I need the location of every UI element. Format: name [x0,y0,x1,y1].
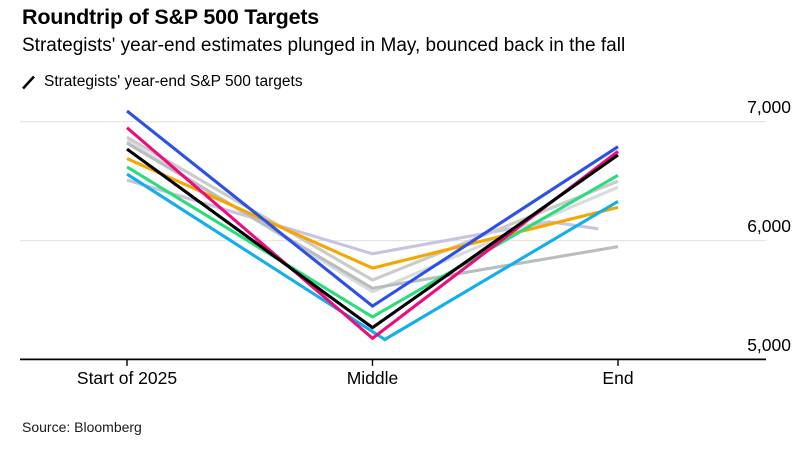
series-line-strategist-orange [126,157,619,270]
legend-series-label: Strategists' year-end S&P 500 targets [44,73,303,90]
y-axis-tick-label: 5,000 [747,335,791,355]
source-caption: Source: Bloomberg [22,419,142,435]
series-line-strategist-green [126,165,619,319]
x-axis-tick-label: Start of 2025 [77,368,177,388]
series-line-strategist-silver [126,141,619,290]
x-axis-tick-label: End [602,368,633,388]
line-slash-icon [22,75,36,90]
y-axis-tick-label: 6,000 [747,216,791,236]
chart-subtitle: Strategists' year-end estimates plunged … [22,35,626,56]
x-axis-tick-label: Middle [347,368,399,388]
series-line-strategist-cyan [126,172,619,342]
series-line-strategist-blue [126,109,619,309]
chart-legend: Strategists' year-end S&P 500 targets [22,73,303,91]
series-line-strategist-black [126,147,619,330]
chart-title: Roundtrip of S&P 500 Targets [22,5,320,29]
y-axis-tick-label: 7,000 [747,97,791,117]
